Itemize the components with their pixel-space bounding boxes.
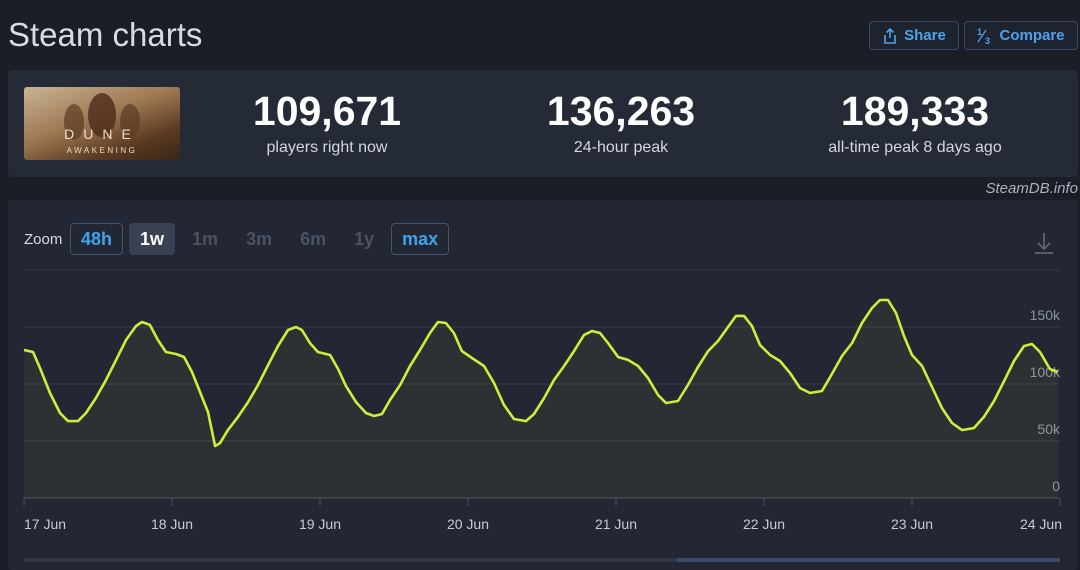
stat-value: 109,671 — [252, 88, 402, 134]
stats-panel — [8, 70, 1078, 177]
logo-subtitle: AWAKENING — [67, 146, 138, 155]
game-image: DUNE AWAKENING — [24, 87, 180, 160]
x-tick-label: 19 Jun — [299, 516, 341, 532]
stat: 136,263 24-hour peak — [471, 88, 771, 157]
chart-panel — [8, 200, 1078, 570]
stat-label: players right now — [266, 139, 388, 156]
stat: 109,671 players right now — [177, 88, 477, 157]
stat-value: 136,263 — [546, 88, 696, 134]
x-tick-label: 22 Jun — [743, 516, 785, 532]
y-tick-label: 100k — [1030, 364, 1061, 380]
zoom-button: 1m — [192, 228, 219, 249]
zoom-buttons: 48h 1w 1m 3m 6m 1y max — [70, 223, 450, 255]
zoom-button: 3m — [246, 228, 273, 249]
y-tick-label: 0 — [1052, 478, 1060, 494]
x-tick-label: 21 Jun — [595, 516, 637, 532]
svg-text:1: 1 — [977, 27, 982, 37]
compare-label: Compare — [999, 27, 1065, 44]
line-area — [24, 300, 1058, 498]
stat-value: 189,333 — [840, 88, 990, 134]
zoom-button[interactable]: 48h — [70, 223, 124, 255]
y-tick-label: 50k — [1037, 421, 1061, 437]
y-tick-label: 150k — [1030, 307, 1061, 323]
share-button[interactable]: Share — [869, 21, 959, 50]
svg-text:3: 3 — [985, 36, 990, 45]
compare-icon: 13 — [977, 27, 990, 45]
share-icon — [884, 27, 896, 44]
x-tick-label: 24 Jun — [1020, 516, 1062, 532]
game-art: DUNE AWAKENING — [64, 93, 140, 155]
download-icon[interactable] — [1035, 233, 1053, 254]
stat: 189,333 all-time peak 8 days ago — [765, 88, 1065, 157]
x-tick-label: 20 Jun — [447, 516, 489, 532]
player-line — [23, 298, 1059, 448]
zoom-button[interactable]: 1w — [129, 223, 176, 255]
stat-label: 24-hour peak — [573, 139, 669, 156]
stat-label: all-time peak 8 days ago — [828, 139, 1002, 156]
logo-title: DUNE — [64, 126, 140, 142]
share-label: Share — [904, 27, 946, 44]
x-tick-label: 17 Jun — [24, 516, 66, 532]
credit: SteamDB.info — [985, 180, 1078, 197]
navigator-selection — [677, 558, 1060, 562]
x-tick-label: 23 Jun — [891, 516, 933, 532]
zoom-button: 6m — [300, 228, 327, 249]
zoom-button: 1y — [354, 228, 375, 249]
zoom-label: Zoom — [24, 231, 63, 248]
navigator-strip — [24, 558, 1060, 562]
page-title: Steam charts — [8, 16, 203, 53]
zoom-button[interactable]: max — [391, 223, 450, 255]
x-tick-label: 18 Jun — [151, 516, 193, 532]
